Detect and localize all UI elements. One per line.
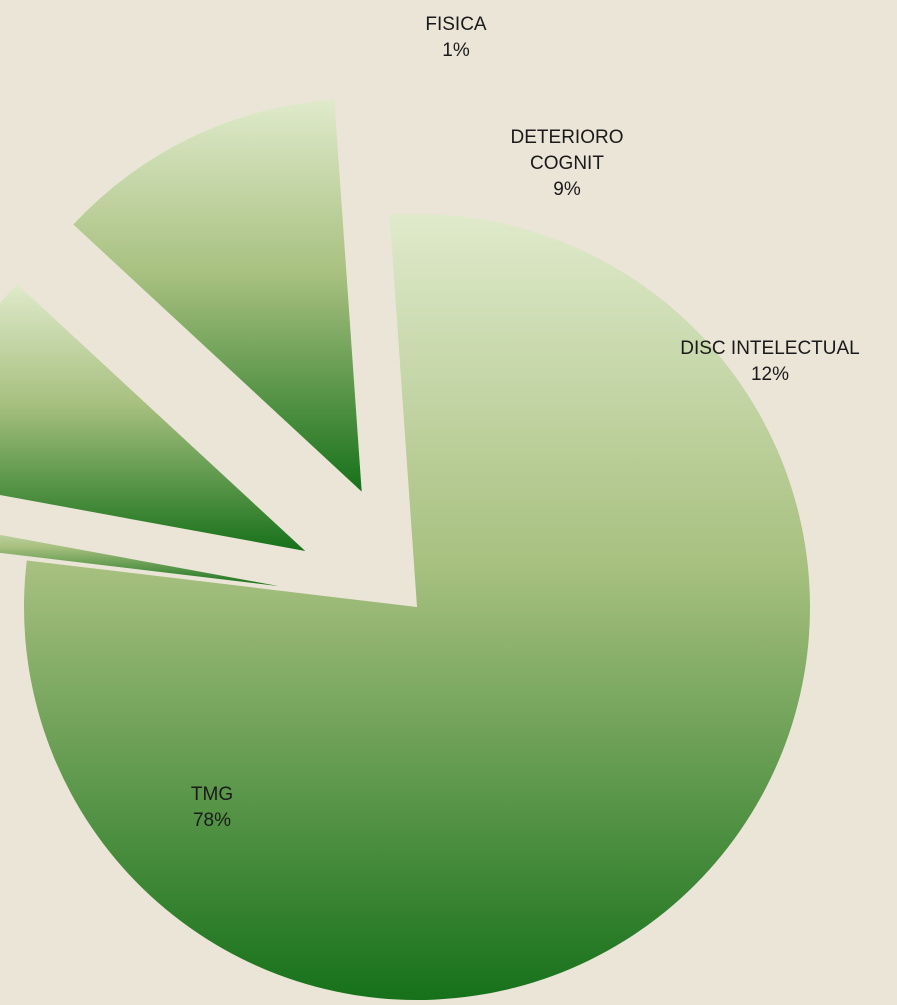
- slice-percent-label: 1%: [442, 40, 470, 61]
- pie-slice-disc-intelectual: [73, 99, 362, 492]
- slice-name-label: DETERIORO: [511, 127, 624, 148]
- slice-name-label: FISICA: [425, 14, 487, 35]
- labels-layer: TMG 78% FISICA 1% DETERIORO COGNIT 9% DISC INTE…: [191, 14, 860, 831]
- slices-layer: [0, 99, 810, 1000]
- slice-percent-label: 12%: [751, 364, 789, 385]
- pie-slice-label: DETERIORO COGNIT 9%: [511, 127, 624, 200]
- slice-percent-label: 78%: [193, 810, 231, 831]
- pie-slice-deterioro-cognit: [0, 284, 306, 552]
- slice-name-label: DISC INTELECTUAL: [680, 338, 859, 359]
- slice-name-label: COGNIT: [530, 153, 604, 174]
- pie-slice-tmg: [23, 213, 810, 1000]
- pie-slice-label: TMG 78%: [191, 784, 233, 831]
- slice-percent-label: 9%: [553, 179, 581, 200]
- pie-slice-label: FISICA 1%: [425, 14, 487, 61]
- pie-slice-label: DISC INTELECTUAL 12%: [680, 338, 859, 385]
- slice-name-label: TMG: [191, 784, 233, 805]
